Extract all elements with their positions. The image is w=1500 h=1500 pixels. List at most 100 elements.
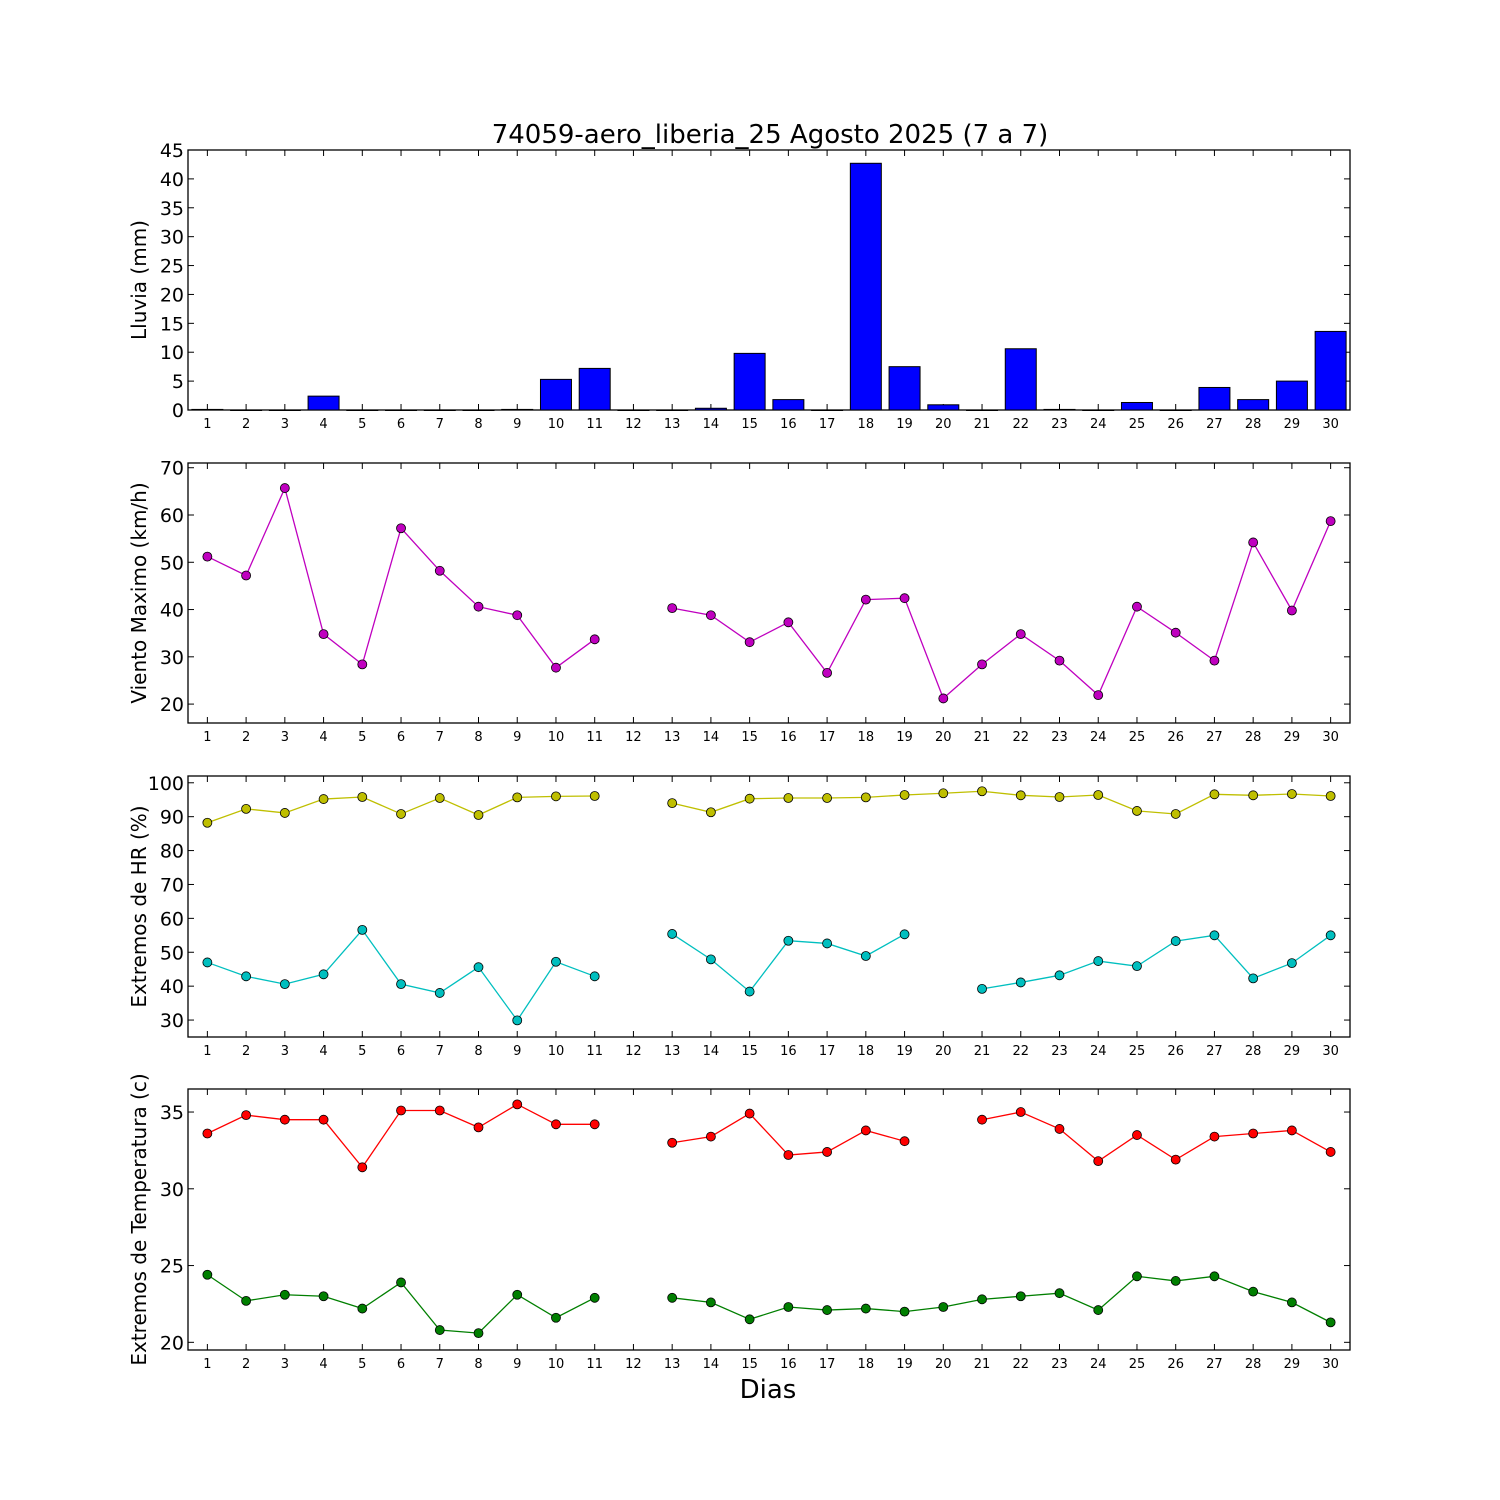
data-point xyxy=(202,817,213,828)
rain-bar xyxy=(268,409,301,411)
data-point xyxy=(512,792,523,803)
data-point xyxy=(1209,1131,1220,1142)
x-tick-label: 24 xyxy=(1090,730,1107,745)
data-point xyxy=(318,969,329,980)
y-tick-label: 100 xyxy=(148,773,184,795)
rain-bar xyxy=(1314,330,1347,411)
x-tick-label: 3 xyxy=(281,1357,289,1372)
data-point xyxy=(706,610,716,621)
data-point xyxy=(202,1128,213,1139)
y-tick-label: 70 xyxy=(160,458,184,480)
rain-bar xyxy=(888,366,921,411)
data-point xyxy=(706,1297,716,1308)
x-tick-label: 27 xyxy=(1206,730,1223,745)
axes-frame xyxy=(187,1088,1351,1351)
x-tick-label: 12 xyxy=(625,1357,642,1372)
x-tick-label: 9 xyxy=(513,1044,521,1059)
data-point xyxy=(1015,1291,1026,1302)
x-tick-label: 3 xyxy=(281,730,289,745)
x-tick-label: 7 xyxy=(436,730,444,745)
x-tick-label: 25 xyxy=(1129,730,1146,745)
x-tick-label: 24 xyxy=(1090,1044,1107,1059)
series-line xyxy=(981,1111,1331,1162)
data-point xyxy=(744,637,755,648)
rain-bar xyxy=(578,367,611,411)
data-point xyxy=(706,954,716,965)
data-point xyxy=(241,1110,252,1120)
data-point xyxy=(512,1015,523,1026)
data-point xyxy=(551,662,561,673)
x-tick-label: 12 xyxy=(625,417,642,432)
data-point xyxy=(1170,1276,1181,1286)
x-tick-label: 17 xyxy=(819,730,836,745)
x-tick-label: 10 xyxy=(548,730,565,745)
series-line xyxy=(207,486,596,669)
y-tick-label: 50 xyxy=(160,942,184,964)
data-point xyxy=(318,1114,329,1125)
x-tick-label: 1 xyxy=(203,730,211,745)
x-tick-label: 26 xyxy=(1167,417,1184,432)
x-tick-label: 2 xyxy=(242,1044,250,1059)
data-point xyxy=(1054,1288,1065,1299)
y-tick-label: 60 xyxy=(160,908,184,930)
data-point xyxy=(938,693,949,704)
data-point xyxy=(860,1303,871,1314)
data-point xyxy=(822,938,832,949)
x-tick-label: 1 xyxy=(203,1044,211,1059)
data-point xyxy=(1132,961,1142,972)
y-tick-label: 5 xyxy=(172,371,184,393)
data-point xyxy=(318,629,329,640)
x-tick-label: 3 xyxy=(281,1044,289,1059)
x-tick-label: 22 xyxy=(1012,417,1029,432)
series-line xyxy=(672,790,1331,815)
y-tick-label: 70 xyxy=(160,874,184,896)
data-point xyxy=(1054,1124,1065,1134)
data-point xyxy=(1132,1271,1142,1282)
data-point xyxy=(357,1303,368,1314)
x-tick-label: 13 xyxy=(664,1357,681,1372)
rain-bar xyxy=(462,409,495,411)
y-tick-label: 80 xyxy=(160,841,184,863)
rain-bar xyxy=(1082,409,1115,411)
x-tick-label: 18 xyxy=(858,1357,875,1372)
data-point xyxy=(822,1305,832,1315)
data-point xyxy=(551,1312,561,1323)
rain-bar xyxy=(1043,408,1076,411)
x-tick-label: 22 xyxy=(1012,1357,1029,1372)
y-tick-label: 30 xyxy=(160,1179,184,1201)
data-point xyxy=(783,617,794,628)
y-axis-label: Lluvia (mm) xyxy=(127,220,151,340)
data-point xyxy=(977,983,987,994)
data-point xyxy=(1287,789,1297,799)
data-point xyxy=(1170,936,1181,946)
data-point xyxy=(1170,809,1181,819)
x-tick-label: 17 xyxy=(819,1044,836,1059)
x-tick-label: 29 xyxy=(1284,1044,1301,1059)
data-point xyxy=(434,793,445,803)
data-point xyxy=(279,1114,290,1125)
data-point xyxy=(899,929,910,940)
x-tick-label: 27 xyxy=(1206,417,1223,432)
data-point xyxy=(357,659,368,670)
data-point xyxy=(589,791,600,801)
data-point xyxy=(667,1292,678,1303)
x-tick-label: 30 xyxy=(1322,730,1339,745)
data-point xyxy=(1093,956,1104,966)
x-tick-label: 13 xyxy=(664,730,681,745)
data-point xyxy=(1132,601,1142,612)
x-tick-label: 3 xyxy=(281,417,289,432)
x-tick-label: 22 xyxy=(1012,730,1029,745)
x-tick-label: 25 xyxy=(1129,1357,1146,1372)
y-tick-label: 20 xyxy=(160,284,184,306)
data-point xyxy=(241,803,252,814)
x-tick-label: 10 xyxy=(548,417,565,432)
x-tick-label: 15 xyxy=(741,1357,758,1372)
rain-bar xyxy=(1159,409,1192,411)
data-point xyxy=(744,1314,755,1325)
x-tick-label: 17 xyxy=(819,417,836,432)
x-tick-label: 1 xyxy=(203,417,211,432)
x-tick-label: 26 xyxy=(1167,1357,1184,1372)
x-tick-label: 28 xyxy=(1245,1044,1262,1059)
